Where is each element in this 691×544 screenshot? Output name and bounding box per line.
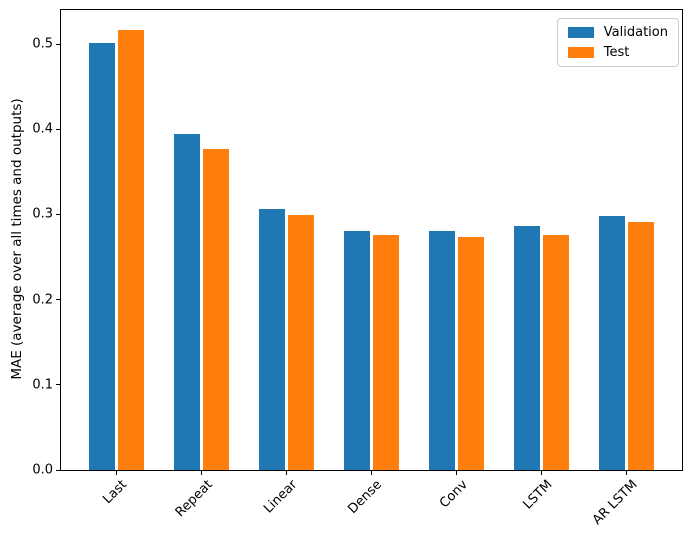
y-tick-label: 0.5	[32, 36, 53, 52]
x-tick-mark	[115, 471, 117, 475]
bar-test-linear	[288, 215, 314, 470]
bar-validation-conv	[429, 231, 455, 470]
y-tick-label: 0.1	[32, 377, 53, 393]
y-tick-mark	[56, 299, 60, 301]
bar-validation-repeat	[174, 133, 200, 470]
plot-area: Validation Test 0.0 0.1 0.2 0.3 0.4 0.5 Last Rep…	[32, 9, 683, 528]
y-tick-label: 0.3	[32, 206, 53, 222]
bar-test-repeat	[203, 148, 229, 470]
bar-validation-linear	[259, 209, 285, 470]
x-tick-mark	[456, 471, 458, 475]
legend-label-validation: Validation	[603, 25, 668, 40]
y-tick-label: 0.4	[32, 121, 53, 137]
x-tick-mark	[541, 471, 543, 475]
bar-test-lstm	[543, 234, 569, 470]
y-axis-label: MAE (average over all times and outputs)	[9, 98, 25, 380]
x-tick-mark	[285, 471, 287, 475]
bar-test-dense	[373, 234, 399, 470]
bar-validation-lstm	[514, 226, 540, 470]
x-tick-label-conv: Conv	[436, 477, 471, 512]
x-tick-label-ar-lstm: AR LSTM	[589, 477, 641, 529]
legend-item-validation: Validation	[567, 25, 668, 40]
y-tick-mark	[56, 128, 60, 130]
y-tick-mark	[56, 469, 60, 471]
bar-validation-dense	[344, 230, 370, 470]
legend-label-test: Test	[603, 45, 630, 60]
x-tick-label-linear: Linear	[261, 477, 301, 517]
legend-swatch-test	[567, 47, 594, 58]
y-tick-mark	[56, 43, 60, 45]
bar-validation-last	[89, 43, 115, 470]
x-tick-label-last: Last	[100, 477, 131, 508]
y-tick-mark	[56, 213, 60, 215]
x-tick-label-repeat: Repeat	[172, 477, 216, 521]
bar-test-last	[118, 30, 144, 470]
x-tick-mark	[371, 471, 372, 475]
y-tick-mark	[56, 384, 60, 386]
bar-test-conv	[458, 236, 484, 470]
bar-test-ar-lstm	[628, 222, 654, 470]
x-tick-mark	[626, 471, 628, 475]
x-tick-mark	[200, 471, 202, 475]
y-tick-label: 0.2	[32, 292, 53, 308]
legend-swatch-validation	[567, 27, 594, 38]
x-tick-label-dense: Dense	[345, 477, 386, 517]
bar-validation-ar-lstm	[599, 216, 625, 470]
legend-item-test: Test	[567, 45, 668, 60]
x-tick-label-lstm: LSTM	[520, 477, 556, 513]
legend: Validation Test	[556, 18, 679, 67]
y-tick-label: 0.0	[32, 462, 53, 478]
